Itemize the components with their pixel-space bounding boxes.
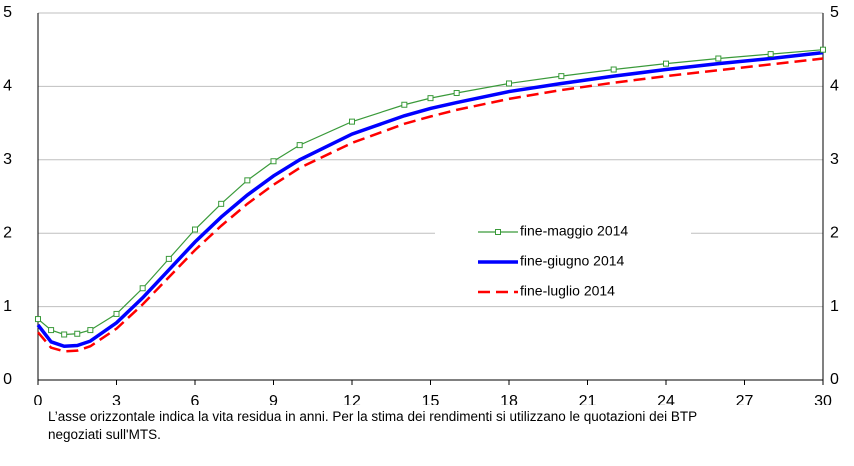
x-tick-label: 27 bbox=[736, 393, 754, 405]
x-tick-label: 6 bbox=[191, 393, 200, 405]
point-marker bbox=[610, 66, 617, 73]
point-marker bbox=[218, 200, 225, 207]
y-tick-label: 0 bbox=[3, 371, 12, 388]
y2-tick-label: 0 bbox=[830, 371, 839, 388]
y2-tick-label: 4 bbox=[830, 78, 839, 95]
point-marker bbox=[48, 327, 55, 334]
point-marker bbox=[506, 80, 512, 87]
y2-tick-label: 1 bbox=[830, 298, 839, 315]
y2-tick-label: 2 bbox=[830, 224, 839, 241]
point-marker bbox=[165, 255, 172, 262]
series-line bbox=[37, 57, 824, 353]
point-marker bbox=[35, 316, 41, 323]
y-tick-label: 3 bbox=[3, 151, 12, 168]
x-tick-label: 21 bbox=[579, 393, 597, 405]
point-marker bbox=[401, 101, 408, 108]
point-marker bbox=[820, 46, 826, 53]
x-tick-label: 15 bbox=[422, 393, 440, 405]
point-marker bbox=[767, 51, 774, 58]
y-tick-label: 2 bbox=[3, 224, 12, 241]
legend-label: fine-luglio 2014 bbox=[520, 283, 615, 299]
point-marker bbox=[113, 310, 120, 317]
x-tick-label: 24 bbox=[657, 393, 675, 405]
y2-tick-label: 3 bbox=[830, 151, 839, 168]
y-tick-label: 4 bbox=[3, 78, 12, 95]
point-marker bbox=[270, 158, 277, 165]
y-tick-label: 5 bbox=[3, 4, 12, 21]
y2-tick-label: 5 bbox=[830, 4, 839, 21]
series-line bbox=[36, 50, 824, 349]
x-tick-label: 18 bbox=[500, 393, 518, 405]
point-marker bbox=[558, 73, 565, 80]
legend-label: fine-giugno 2014 bbox=[520, 253, 625, 269]
point-marker bbox=[296, 142, 303, 149]
legend-label: fine-maggio 2014 bbox=[520, 223, 628, 239]
note: L’asse orizzontale indica la vita residu… bbox=[48, 409, 697, 442]
point-marker bbox=[427, 95, 434, 102]
point-marker bbox=[139, 285, 146, 292]
point-marker bbox=[61, 331, 68, 338]
x-tick-label: 3 bbox=[112, 393, 121, 405]
x-tick-label: 0 bbox=[34, 393, 43, 405]
point-marker bbox=[74, 330, 81, 337]
point-marker bbox=[715, 55, 722, 62]
point-marker bbox=[663, 60, 669, 67]
x-tick-label: 12 bbox=[343, 393, 361, 405]
point-marker bbox=[453, 90, 460, 97]
y-tick-label: 1 bbox=[3, 298, 12, 315]
legend-box bbox=[435, 212, 691, 304]
point-marker bbox=[192, 226, 198, 233]
point-marker bbox=[87, 327, 94, 334]
x-tick-label: 9 bbox=[269, 393, 278, 405]
point-marker bbox=[349, 118, 355, 125]
x-tick-label: 30 bbox=[814, 393, 832, 405]
point-marker bbox=[244, 177, 251, 184]
legend-marker bbox=[495, 229, 501, 235]
